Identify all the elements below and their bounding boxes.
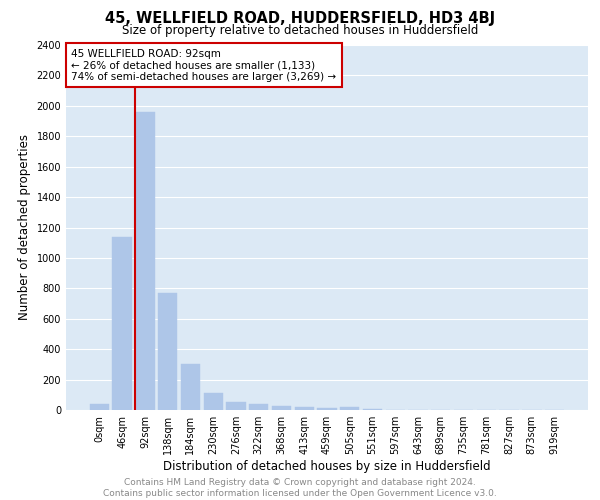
- Bar: [112, 236, 132, 410]
- Bar: [272, 406, 291, 410]
- Bar: [135, 112, 155, 410]
- Bar: [181, 364, 200, 410]
- Y-axis label: Number of detached properties: Number of detached properties: [18, 134, 31, 320]
- Text: Contains HM Land Registry data © Crown copyright and database right 2024.
Contai: Contains HM Land Registry data © Crown c…: [103, 478, 497, 498]
- Bar: [90, 404, 109, 410]
- Bar: [317, 408, 337, 410]
- Text: Size of property relative to detached houses in Huddersfield: Size of property relative to detached ho…: [122, 24, 478, 37]
- Text: 45, WELLFIELD ROAD, HUDDERSFIELD, HD3 4BJ: 45, WELLFIELD ROAD, HUDDERSFIELD, HD3 4B…: [105, 11, 495, 26]
- Bar: [249, 404, 268, 410]
- Bar: [158, 293, 178, 410]
- Text: 45 WELLFIELD ROAD: 92sqm
← 26% of detached houses are smaller (1,133)
74% of sem: 45 WELLFIELD ROAD: 92sqm ← 26% of detach…: [71, 48, 337, 82]
- X-axis label: Distribution of detached houses by size in Huddersfield: Distribution of detached houses by size …: [163, 460, 491, 473]
- Bar: [363, 409, 382, 410]
- Bar: [295, 407, 314, 410]
- Bar: [203, 394, 223, 410]
- Bar: [226, 402, 245, 410]
- Bar: [340, 407, 359, 410]
